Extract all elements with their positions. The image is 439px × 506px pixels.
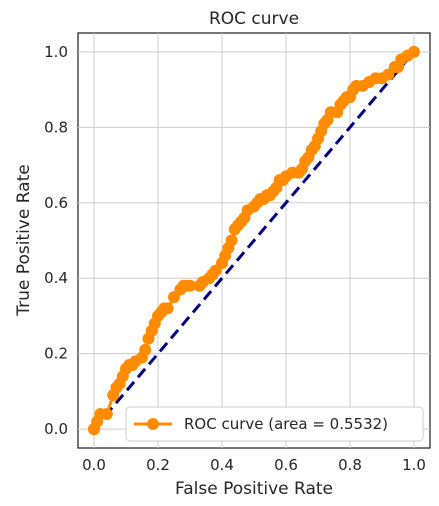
x-tick-labels: 0.0 0.2 0.4 0.6 0.8 1.0: [82, 456, 426, 474]
roc-point: [139, 343, 152, 356]
roc-point: [225, 234, 238, 247]
x-tick-label: 0.4: [210, 456, 234, 474]
legend-box: [125, 406, 424, 442]
legend-marker-swatch: [147, 418, 159, 430]
y-tick-label: 0.2: [44, 345, 68, 363]
y-tick-label: 0.6: [44, 194, 68, 212]
y-axis-label: True Positive Rate: [14, 164, 34, 316]
y-tick-label: 0.0: [44, 420, 68, 438]
roc-point: [408, 45, 420, 58]
chart-title: ROC curve: [209, 9, 299, 29]
x-tick-label: 1.0: [402, 456, 426, 474]
y-tick-label: 1.0: [44, 43, 68, 61]
legend-label: ROC curve (area = 0.5532): [184, 415, 388, 433]
roc-series: [88, 45, 420, 436]
reference-diagonal-line: [92, 50, 416, 431]
roc-point: [161, 302, 174, 315]
y-tick-label: 0.4: [44, 269, 68, 287]
y-tick-labels: 0.0 0.2 0.4 0.6 0.8 1.0: [44, 43, 68, 438]
x-axis-label: False Positive Rate: [175, 479, 333, 499]
roc-point: [100, 408, 113, 421]
legend: ROC curve (area = 0.5532): [125, 406, 424, 442]
x-tick-label: 0.8: [338, 456, 362, 474]
x-tick-label: 0.0: [82, 456, 106, 474]
x-tick-label: 0.6: [274, 456, 298, 474]
y-tick-label: 0.8: [44, 118, 68, 136]
x-tick-label: 0.2: [146, 456, 170, 474]
roc-point: [184, 279, 196, 292]
reference-diagonal: [92, 50, 416, 431]
